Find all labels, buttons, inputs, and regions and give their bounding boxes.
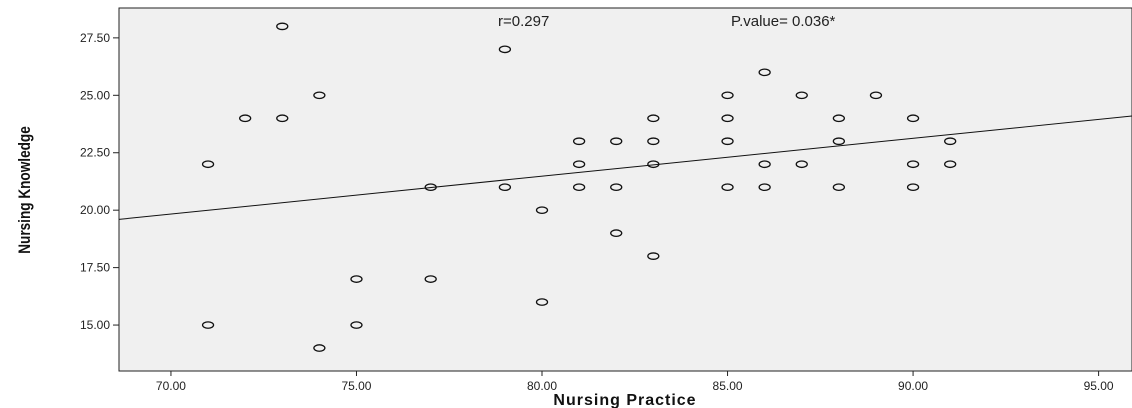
data-point [610, 137, 623, 146]
r-annotation: r=0.297 [498, 13, 549, 30]
data-point [832, 137, 846, 146]
data-point [832, 183, 846, 192]
axes: 70.00 75.00 80.00 85.00 90.00 95.00 15.00 17.50… [80, 31, 1114, 393]
data-point [498, 45, 512, 54]
data-point [424, 275, 437, 283]
y-tick-label: 22.50 [80, 146, 110, 160]
x-tick-label: 70.00 [156, 379, 186, 393]
data-point [647, 160, 660, 169]
data-point [424, 183, 437, 192]
data-point [350, 321, 363, 329]
data-point [647, 137, 660, 146]
y-tick-label: 20.00 [80, 203, 110, 217]
data-point [944, 160, 957, 169]
data-point [758, 160, 771, 169]
data-point [721, 137, 734, 146]
data-point [535, 298, 549, 306]
data-point [944, 137, 957, 146]
x-tick-label: 85.00 [713, 379, 743, 393]
data-point [572, 137, 586, 146]
y-tick-label: 25.00 [80, 88, 110, 102]
data-point [906, 114, 920, 123]
data-point [721, 91, 734, 100]
data-point [610, 229, 623, 238]
data-point [276, 22, 289, 31]
y-tick-label: 15.00 [80, 318, 110, 332]
data-point [572, 183, 586, 192]
data-point [498, 183, 512, 192]
x-tick-label: 95.00 [1084, 379, 1114, 393]
data-point [758, 68, 771, 77]
data-point [721, 114, 734, 123]
data-point [869, 91, 883, 100]
plot-area [118, 7, 1132, 372]
data-points [201, 22, 957, 352]
x-tick-label: 90.00 [898, 379, 928, 393]
data-point [201, 160, 215, 169]
data-point [721, 183, 734, 192]
data-point [832, 114, 846, 123]
data-point [313, 344, 326, 352]
data-point [610, 183, 623, 192]
x-axis-title: Nursing Practice [553, 392, 696, 408]
regression-line [118, 115, 1132, 220]
p-value-annotation: P.value= 0.036* [731, 13, 836, 30]
y-tick-label: 17.50 [80, 261, 110, 275]
x-tick-label: 75.00 [341, 379, 371, 393]
data-point [239, 114, 252, 123]
data-point [647, 114, 660, 123]
data-point [313, 91, 326, 100]
data-point [535, 206, 549, 215]
data-point [906, 183, 920, 192]
data-point [350, 275, 363, 283]
data-point [572, 160, 586, 169]
data-point [795, 91, 808, 100]
data-point [795, 160, 808, 169]
data-point [906, 160, 920, 169]
data-point [758, 183, 771, 192]
y-axis-title: Nursing Knowledge [16, 126, 35, 254]
data-point [201, 321, 215, 329]
x-tick-label: 80.00 [527, 379, 557, 393]
y-tick-label: 27.50 [80, 31, 110, 45]
data-point [276, 114, 289, 123]
data-point [647, 252, 660, 260]
